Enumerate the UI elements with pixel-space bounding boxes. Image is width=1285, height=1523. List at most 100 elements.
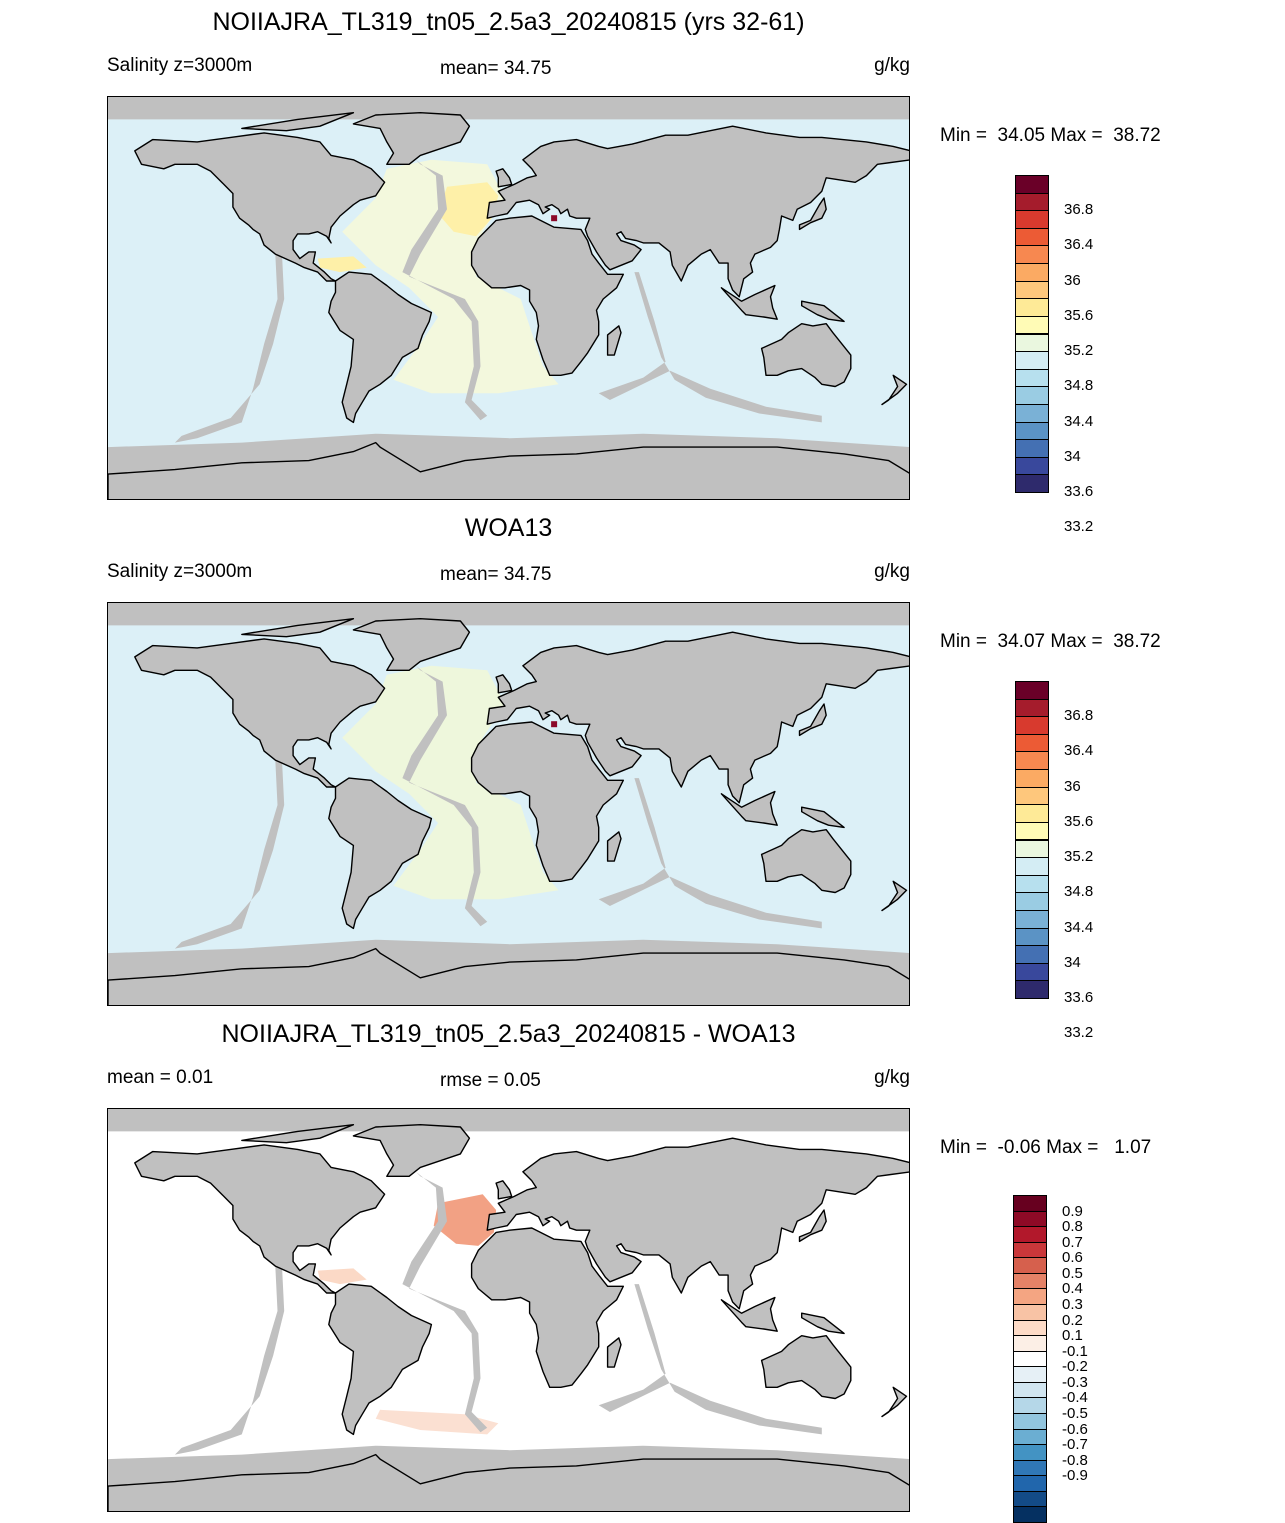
landmass-eurasia (486, 1137, 909, 1310)
colorbar-tick-label: 33.6 (1064, 989, 1094, 1006)
shallow-bathymetry (402, 159, 488, 421)
landmass-greenland (352, 618, 471, 671)
colorbar-tick-label: -0.5 (1062, 1405, 1088, 1422)
panel-left-label: mean = 0.01 (107, 1067, 214, 1088)
colorbar-tick-label: -0.9 (1062, 1467, 1088, 1485)
colorbar-swatch (1015, 716, 1049, 735)
colorbar-swatch (1013, 1490, 1047, 1508)
shallow-bathymetry (108, 1109, 909, 1132)
colorbar-swatch (1015, 909, 1049, 929)
landmass-newzealand (881, 374, 908, 406)
landmass-australia (760, 1335, 852, 1400)
colorbar-tick-label: -0.4 (1062, 1389, 1088, 1407)
colorbar-tick-label: 36.8 (1064, 201, 1094, 219)
landmass-newguinea (801, 1312, 845, 1335)
landmass-africa (470, 1227, 624, 1388)
colorbar-tick-label: -0.3 (1062, 1373, 1088, 1391)
landmass-eurasia (486, 125, 909, 298)
colorbar-tick-label: -0.8 (1062, 1451, 1088, 1469)
colorbar-swatch (1013, 1506, 1047, 1523)
colorbar-swatch (1015, 210, 1049, 229)
landmass-antarctica (108, 441, 909, 499)
mediterranean-max-point (551, 721, 558, 728)
landmass-antarctica (108, 947, 909, 1005)
landmass-indonesia (720, 284, 778, 320)
colorbar-swatch (1013, 1428, 1047, 1446)
colorbar-tick-label: -0.6 (1062, 1420, 1088, 1438)
shallow-bathymetry (402, 665, 488, 927)
panel-mid-label: mean= 34.75 (440, 58, 552, 79)
landmass-uk (495, 168, 513, 188)
colorbar-tick-label: 34.4 (1064, 412, 1094, 430)
colorbar-tick-label: 35.2 (1064, 848, 1094, 866)
colorbar-swatch (1015, 192, 1049, 212)
shallow-bathymetry (402, 1171, 488, 1433)
landmass-africa (470, 721, 624, 882)
landmass-newzealand (881, 1386, 908, 1418)
colorbar-swatch (1013, 1366, 1047, 1383)
map-panel-2: WOA13 Salinity z=3000m mean= 34.75 g/kg Min … (0, 506, 1285, 1041)
colorbar-tick-label: 0.7 (1062, 1233, 1083, 1251)
colorbar-tick-label: 33.6 (1064, 483, 1094, 500)
anomaly-atlantic-band (342, 665, 559, 900)
colorbar-swatch (1015, 245, 1049, 265)
colorbar-swatch (1015, 681, 1049, 700)
colorbar-swatch (1015, 698, 1049, 718)
colorbar-tick-label: 36.4 (1064, 742, 1094, 760)
colorbar-tick-label: 0.4 (1062, 1280, 1083, 1298)
colorbar-swatch (1013, 1272, 1047, 1290)
landmass-madagascar (606, 831, 622, 862)
salinity-map (107, 96, 910, 500)
landmass-japan (798, 1209, 827, 1243)
landmass-indonesia (720, 1296, 778, 1332)
landmass-uk (495, 1180, 513, 1200)
colorbar-swatch (1015, 962, 1049, 982)
landmass-eurasia (486, 631, 909, 804)
anomaly-caribbean (317, 1268, 367, 1285)
landmass-indonesia (720, 790, 778, 826)
landmass-newzealand (881, 880, 908, 912)
panel-units: g/kg (874, 1067, 910, 1088)
colorbar-tick-label: 33.2 (1064, 518, 1094, 536)
panel-title: WOA13 (464, 514, 553, 542)
colorbar-swatch (1013, 1459, 1047, 1477)
landmass-antarctica (108, 1453, 909, 1511)
colorbar-swatch (1015, 733, 1049, 753)
colorbar-swatch (1015, 821, 1049, 841)
panel-mid-label: mean= 34.75 (440, 564, 552, 585)
colorbar-tick-label: 33.2 (1064, 1024, 1094, 1042)
colorbar-swatch (1015, 386, 1049, 405)
min-max-readout: Min = -0.06 Max = 1.07 (940, 1137, 1152, 1158)
colorbar-swatch (1013, 1475, 1047, 1492)
shallow-bathymetry (598, 272, 822, 423)
map-panel-3: NOIIAJRA_TL319_tn05_2.5a3_20240815 - WOA… (0, 1012, 1285, 1523)
colorbar-swatch (1015, 857, 1049, 876)
colorbar-swatch (1015, 980, 1049, 999)
colorbar-swatch (1013, 1444, 1047, 1461)
shallow-bathymetry (598, 1284, 822, 1435)
colorbar-swatch (1013, 1241, 1047, 1259)
colorbar-swatch (1015, 927, 1049, 947)
colorbar-swatch (1013, 1304, 1047, 1321)
landmass-northamerica (134, 132, 386, 282)
shallow-bathymetry (108, 97, 909, 120)
landmass-australia (760, 829, 852, 894)
colorbar-swatch (1015, 874, 1049, 894)
colorbar-swatch (1015, 839, 1049, 859)
colorbar-tick-label: 34.8 (1064, 377, 1094, 395)
colorbar-swatch (1015, 333, 1049, 353)
colorbar-tick-label: 0.8 (1062, 1218, 1083, 1236)
colorbar-swatch (1015, 456, 1049, 476)
colorbar-swatch (1015, 945, 1049, 964)
colorbar-swatch (1015, 421, 1049, 441)
panel-mid-label: rmse = 0.05 (440, 1070, 541, 1091)
colorbar-swatch (1013, 1288, 1047, 1305)
landmass-southamerica (328, 1283, 433, 1436)
landmass-madagascar (606, 1337, 622, 1368)
colorbar-tick-label: 0.1 (1062, 1327, 1083, 1345)
colorbar-tick-label: -0.7 (1062, 1436, 1088, 1454)
landmass-northamerica (134, 638, 386, 788)
colorbar-swatch (1015, 351, 1049, 370)
colorbar-swatch (1015, 280, 1049, 300)
colorbar-swatch (1013, 1195, 1047, 1212)
